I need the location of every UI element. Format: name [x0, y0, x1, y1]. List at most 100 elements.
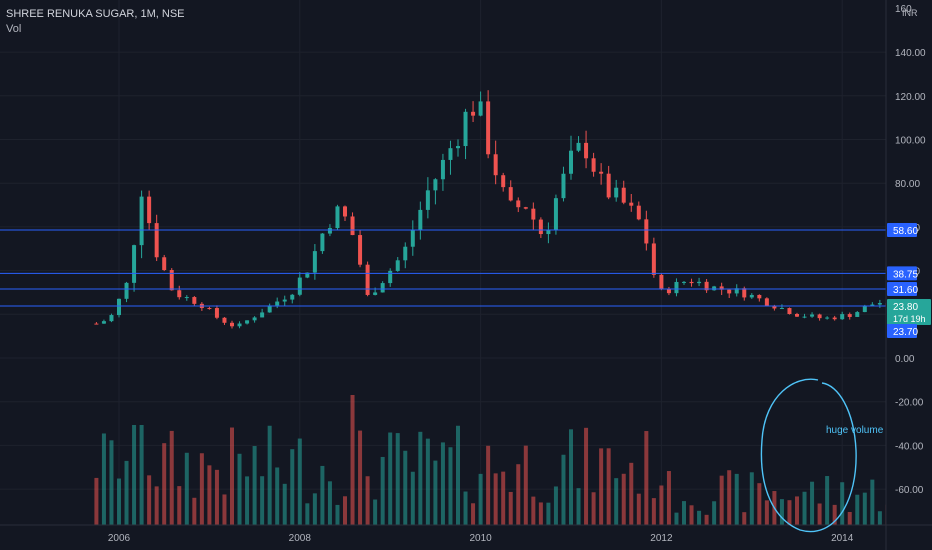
volume-bar	[425, 438, 430, 525]
volume-bar	[320, 465, 325, 525]
volume-bar	[742, 512, 747, 525]
volume-bar	[124, 460, 129, 525]
candle-body	[795, 314, 799, 317]
candle-body	[712, 286, 717, 291]
level-label: 38.75	[893, 269, 918, 280]
volume-bar	[674, 512, 679, 525]
volume-bar	[327, 481, 332, 525]
volume-bar	[245, 476, 250, 525]
volume-bar	[636, 493, 641, 525]
candle-body	[516, 200, 521, 208]
volume-bar	[132, 425, 137, 525]
candle-body	[463, 111, 468, 147]
candle-body	[162, 257, 167, 271]
volume-bar	[704, 514, 709, 525]
candle-body	[117, 298, 121, 316]
candle-body	[267, 305, 272, 313]
candle-body	[508, 187, 513, 201]
volume-bar	[810, 481, 815, 525]
volume-bar	[651, 498, 656, 525]
volume-bar	[478, 473, 483, 525]
candle-body	[697, 281, 702, 284]
candle-body	[666, 288, 671, 294]
volume-bar	[297, 438, 302, 525]
volume-bar	[802, 491, 807, 525]
volume-label[interactable]: Vol	[6, 23, 22, 35]
volume-bar	[531, 496, 536, 525]
volume-bar	[591, 492, 596, 525]
y-tick-label: -60.00	[895, 485, 924, 496]
candle-body	[877, 303, 882, 305]
candle-body	[154, 223, 159, 258]
volume-bar	[184, 452, 189, 525]
volume-bar	[199, 453, 204, 525]
candle-body	[870, 304, 875, 307]
candle-body	[456, 146, 460, 149]
candle-body	[523, 207, 528, 209]
candle-body	[629, 202, 634, 206]
volume-bar	[689, 505, 694, 525]
candle-body	[297, 277, 302, 295]
candle-body	[787, 308, 792, 315]
candle-body	[139, 196, 144, 246]
volume-bar	[230, 427, 234, 525]
candle-body	[380, 283, 385, 293]
volume-bar	[433, 460, 438, 525]
volume-bar	[584, 427, 589, 525]
candle-body	[486, 101, 491, 155]
volume-bar	[260, 476, 265, 525]
candle-body	[832, 317, 837, 320]
candle-body	[350, 216, 355, 236]
volume-bar	[177, 486, 182, 525]
y-tick-label: 100.00	[895, 136, 926, 147]
candle-body	[614, 187, 619, 198]
volume-bar	[629, 462, 634, 525]
candle-body	[734, 288, 739, 294]
volume-bar	[523, 445, 528, 525]
volume-bar	[719, 475, 724, 525]
x-tick-label: 2012	[650, 533, 673, 544]
volume-bar	[343, 496, 347, 525]
candle-body	[810, 314, 815, 317]
candle-body	[373, 292, 378, 295]
volume-bar	[109, 440, 114, 525]
candle-body	[471, 111, 476, 116]
volume-bar	[154, 486, 159, 525]
volume-bar	[214, 469, 219, 525]
volume-bar	[734, 473, 739, 525]
volume-bar	[493, 473, 498, 525]
last-price-label: 23.80	[893, 302, 918, 313]
candle-body	[312, 251, 317, 273]
candle-body	[132, 245, 137, 283]
volume-bar	[117, 478, 121, 525]
candle-body	[433, 179, 438, 191]
volume-bar	[757, 483, 762, 525]
candle-body	[395, 260, 400, 271]
volume-bar	[282, 483, 287, 525]
volume-bar	[501, 471, 506, 525]
y-tick-label: 120.00	[895, 92, 926, 103]
candle-body	[651, 243, 656, 275]
candle-body	[840, 314, 845, 320]
candle-body	[109, 315, 114, 322]
candle-body	[320, 233, 325, 252]
x-tick-label: 2008	[289, 533, 312, 544]
volume-bar	[764, 500, 769, 525]
candle-body	[862, 306, 867, 313]
candle-body	[305, 272, 310, 278]
candle-body	[764, 298, 769, 306]
candle-body	[493, 154, 498, 176]
volume-bar	[237, 453, 242, 525]
volume-bar	[373, 499, 378, 525]
candle-body	[553, 198, 558, 231]
candle-body	[644, 219, 649, 244]
y-tick-label-top: 160	[895, 4, 912, 15]
candle-body	[501, 175, 506, 188]
candle-body	[222, 317, 227, 323]
volume-bar	[388, 432, 393, 525]
annotation-ellipse	[760, 378, 857, 533]
candle-body	[757, 294, 762, 299]
volume-bar	[847, 511, 852, 525]
candle-body	[230, 322, 234, 327]
